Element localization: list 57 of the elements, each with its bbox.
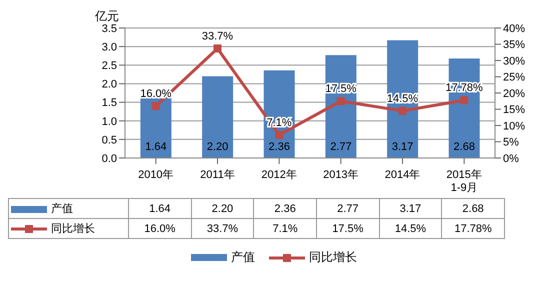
text: 产值 [231, 250, 255, 264]
data-label: 3.17 [379, 198, 442, 218]
x-tick-label: 2010年 [138, 169, 174, 181]
data-label: 17.5% [316, 218, 380, 238]
point [460, 96, 468, 104]
bar [202, 76, 234, 158]
text: 17.5% [325, 83, 356, 96]
x-tick-label: 2011年 [200, 169, 235, 181]
text: 3.17 [392, 141, 414, 153]
data-label: 2.20 [191, 198, 254, 218]
text: 2.68 [454, 141, 475, 153]
data-label: 7.1% [254, 218, 316, 238]
y-tick-label: 2.0 [102, 78, 117, 91]
y-tick-label: 1.0 [102, 116, 117, 128]
y-tick-label: 3.0 [102, 41, 117, 54]
x-tick-label: 2012年 [261, 169, 297, 181]
text: 2.20 [206, 141, 228, 153]
x-tick-label: 2014年 [384, 169, 420, 181]
text: 2.36 [268, 141, 290, 153]
y-tick-label: 2.5 [102, 60, 117, 72]
y2-tick-label: 5% [503, 136, 520, 149]
text: 1.64 [145, 141, 167, 153]
data-label: 2.68 [442, 198, 504, 218]
data-label: 16.0% [128, 218, 192, 238]
y2-tick-label: 35% [503, 39, 526, 52]
data-label: 2.77 [316, 198, 380, 218]
text: 14.5% [386, 92, 418, 105]
x-tick-label: 2013年 [323, 169, 359, 181]
data-label: 2.36 [254, 198, 316, 218]
y2-tick-label: 30% [503, 55, 526, 68]
y-tick-label: 0.0 [102, 152, 117, 165]
y-tick-label: 1.5 [102, 97, 117, 110]
y-tick-label: 3.5 [102, 22, 117, 35]
text: 33.7% [202, 30, 234, 42]
point [275, 130, 284, 139]
data-label: 14.5% [379, 218, 442, 238]
data-label: 17.78% [442, 218, 504, 238]
legend-label: 同比增长 [8, 218, 128, 238]
text: 同比增长 [309, 250, 357, 264]
point [152, 102, 160, 110]
y2-tick-label: 0% [503, 152, 520, 165]
point [214, 44, 222, 52]
data-label: 1.64 [128, 198, 192, 218]
legend-label: 产值 [8, 198, 128, 218]
y-tick-label: 0.5 [102, 134, 117, 146]
y2-tick-label: 25% [503, 72, 526, 84]
data-label: 33.7% [191, 218, 254, 238]
y2-tick-label: 15% [503, 104, 526, 116]
y2-tick-label: 40% [503, 22, 526, 35]
text: 2.77 [330, 141, 352, 153]
y-axis-title: 亿元 [95, 8, 119, 24]
point [336, 97, 345, 106]
x-tick-label: 2015年 1-9月 [446, 169, 482, 194]
y2-tick-label: 10% [503, 120, 526, 132]
bar [140, 97, 172, 158]
point [398, 106, 406, 115]
y2-tick-label: 20% [503, 88, 526, 100]
